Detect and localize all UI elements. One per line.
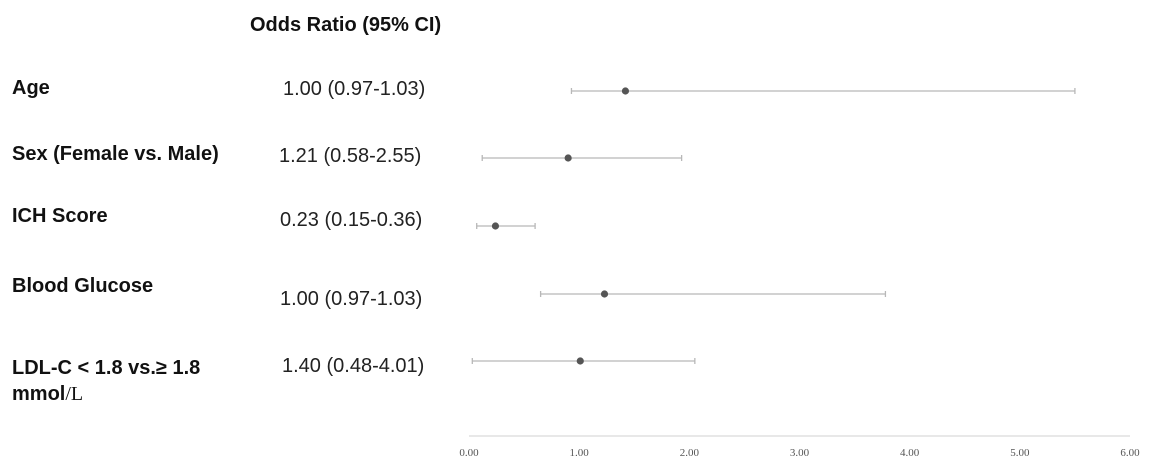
point-estimate-marker xyxy=(600,290,609,298)
row-label-ldl-c: LDL-C < 1.8 vs.≥ 1.8 mmol/L xyxy=(12,355,200,407)
or-value-ldl-c: 1.40 (0.48-4.01) xyxy=(282,355,425,377)
row-label-blood-glucose: Blood Glucose xyxy=(12,275,154,297)
or-value-blood-glucose: 1.00 (0.97-1.03) xyxy=(280,288,423,310)
x-tick-label: 4.00 xyxy=(900,447,920,459)
row-label-ldl-c-unit-main: mmol xyxy=(12,383,66,405)
or-value-ich-score: 0.23 (0.15-0.36) xyxy=(280,209,423,231)
row-label-ldl-c-unit-suffix: /L xyxy=(65,383,84,405)
x-tick-label: 3.00 xyxy=(790,447,810,459)
column-title: Odds Ratio (95% CI) xyxy=(250,14,442,36)
x-tick-label: 0.00 xyxy=(459,447,479,459)
or-value-sex: 1.21 (0.58-2.55) xyxy=(279,145,422,167)
row-label-ich-score: ICH Score xyxy=(12,205,108,227)
row-label-ldl-c-line1: LDL-C < 1.8 vs.≥ 1.8 xyxy=(12,357,201,379)
row-label-age: Age xyxy=(12,77,50,99)
point-estimate-marker xyxy=(564,154,572,162)
x-axis-ticks: 0.00 1.00 2.00 3.00 4.00 5.00 6.00 xyxy=(459,447,1140,459)
x-tick-label: 5.00 xyxy=(1010,447,1030,459)
or-value-age: 1.00 (0.97-1.03) xyxy=(283,78,426,100)
point-estimate-marker xyxy=(491,222,500,230)
row-label-sex: Sex (Female vs. Male) xyxy=(12,143,219,165)
forest-plot-marks xyxy=(471,87,1076,365)
point-estimate-marker xyxy=(576,357,584,365)
x-tick-label: 6.00 xyxy=(1120,447,1140,459)
row-label-ldl-c-line2: mmol/L xyxy=(12,381,200,407)
x-tick-label: 2.00 xyxy=(680,447,700,459)
x-tick-label: 1.00 xyxy=(570,447,590,459)
point-estimate-marker xyxy=(621,87,630,95)
